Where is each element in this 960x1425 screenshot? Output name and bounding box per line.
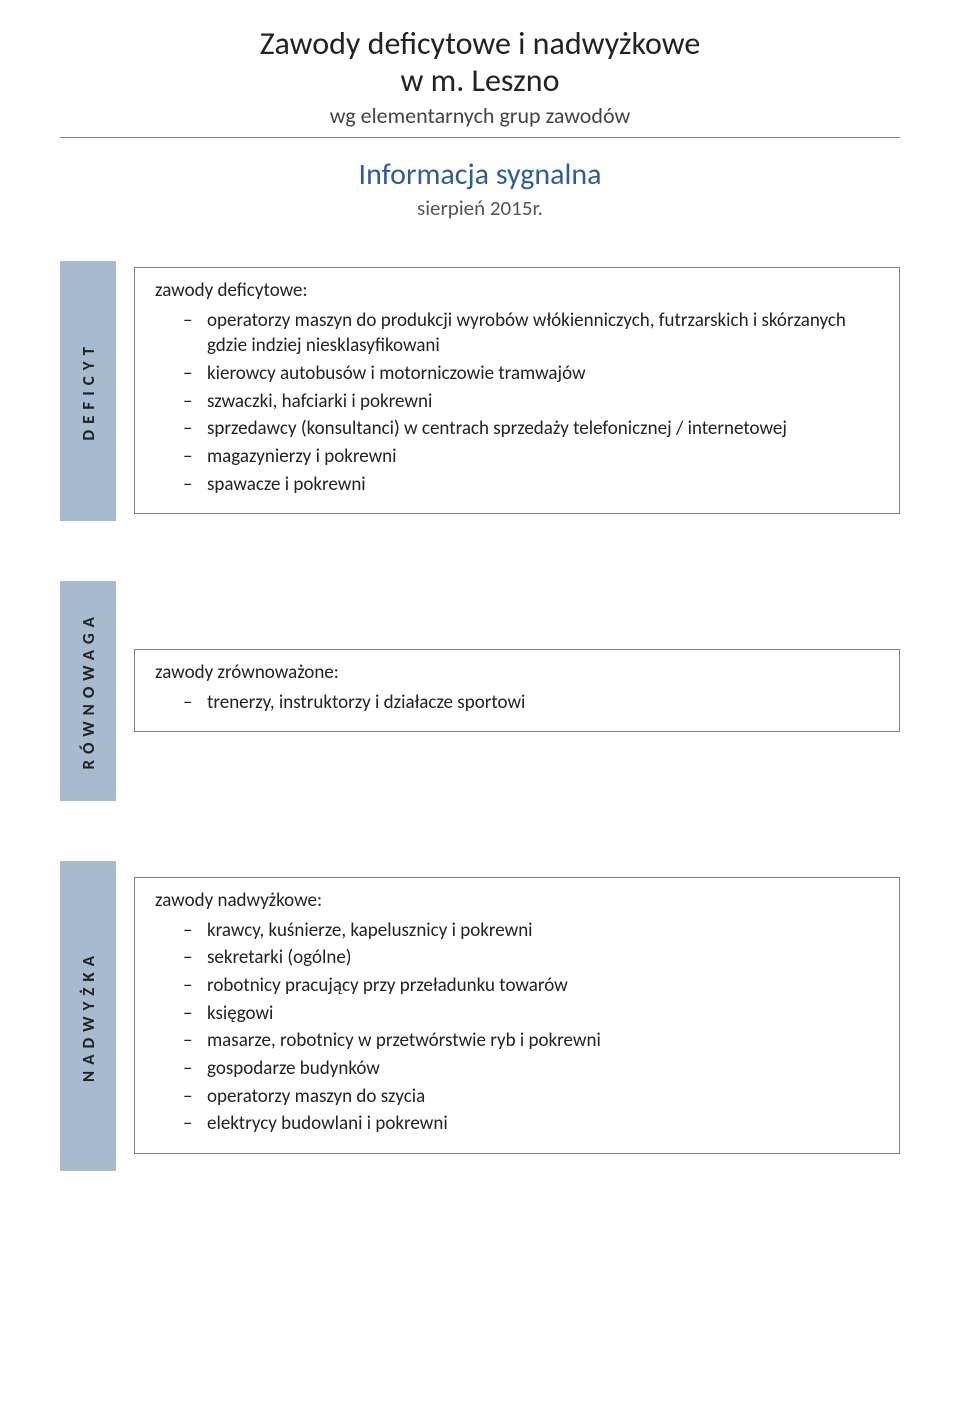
tab-label-surplus: NADWYŻKA bbox=[78, 950, 99, 1082]
signal-block: Informacja sygnalna sierpień 2015r. bbox=[60, 156, 900, 221]
horizontal-rule bbox=[60, 137, 900, 138]
list-item: spawacze i pokrewni bbox=[183, 472, 879, 498]
title-block: Zawody deficytowe i nadwyżkowe w m. Lesz… bbox=[60, 26, 900, 129]
tab-balance: RÓWNOWAGA bbox=[60, 581, 116, 801]
box-heading-deficit: zawody deficytowe: bbox=[155, 278, 879, 304]
content-box-balance: zawody zrównoważone: trenerzy, instrukto… bbox=[134, 649, 900, 732]
list-item: gospodarze budynków bbox=[183, 1056, 879, 1082]
box-heading-surplus: zawody nadwyżkowe: bbox=[155, 888, 879, 914]
list-item: operatorzy maszyn do szycia bbox=[183, 1084, 879, 1110]
page: Zawody deficytowe i nadwyżkowe w m. Lesz… bbox=[0, 0, 960, 1425]
box-heading-balance: zawody zrównoważone: bbox=[155, 660, 879, 686]
tab-label-deficit: DEFICYT bbox=[78, 341, 99, 441]
content-wrap-balance: zawody zrównoważone: trenerzy, instrukto… bbox=[116, 581, 900, 801]
page-subtitle: wg elementarnych grup zawodów bbox=[60, 102, 900, 129]
list-item: sekretarki (ogólne) bbox=[183, 945, 879, 971]
page-title-line2: w m. Leszno bbox=[60, 63, 900, 100]
list-item: sprzedawcy (konsultanci) w centrach sprz… bbox=[183, 416, 879, 442]
list-item: robotnicy pracujący przy przeładunku tow… bbox=[183, 973, 879, 999]
content-wrap-deficit: zawody deficytowe: operatorzy maszyn do … bbox=[116, 261, 900, 521]
content-box-deficit: zawody deficytowe: operatorzy maszyn do … bbox=[134, 267, 900, 514]
list-item: kierowcy autobusów i motorniczowie tramw… bbox=[183, 361, 879, 387]
list-item: elektrycy budowlani i pokrewni bbox=[183, 1111, 879, 1137]
section-balance: RÓWNOWAGA zawody zrównoważone: trenerzy,… bbox=[60, 581, 900, 801]
list-item: magazynierzy i pokrewni bbox=[183, 444, 879, 470]
list-item: operatorzy maszyn do produkcji wyrobów w… bbox=[183, 308, 879, 359]
item-list-surplus: krawcy, kuśnierze, kapelusznicy i pokrew… bbox=[155, 918, 879, 1137]
list-item: szwaczki, hafciarki i pokrewni bbox=[183, 389, 879, 415]
item-list-balance: trenerzy, instruktorzy i działacze sport… bbox=[155, 690, 879, 716]
list-item: trenerzy, instruktorzy i działacze sport… bbox=[183, 690, 879, 716]
list-item: księgowi bbox=[183, 1001, 879, 1027]
section-surplus: NADWYŻKA zawody nadwyżkowe: krawcy, kuśn… bbox=[60, 861, 900, 1171]
tab-deficit: DEFICYT bbox=[60, 261, 116, 521]
tab-surplus: NADWYŻKA bbox=[60, 861, 116, 1171]
signal-title: Informacja sygnalna bbox=[60, 156, 900, 193]
list-item: krawcy, kuśnierze, kapelusznicy i pokrew… bbox=[183, 918, 879, 944]
list-item: masarze, robotnicy w przetwórstwie ryb i… bbox=[183, 1028, 879, 1054]
signal-date: sierpień 2015r. bbox=[60, 195, 900, 221]
content-box-surplus: zawody nadwyżkowe: krawcy, kuśnierze, ka… bbox=[134, 877, 900, 1154]
tab-label-balance: RÓWNOWAGA bbox=[78, 611, 99, 769]
section-deficit: DEFICYT zawody deficytowe: operatorzy ma… bbox=[60, 261, 900, 521]
content-wrap-surplus: zawody nadwyżkowe: krawcy, kuśnierze, ka… bbox=[116, 861, 900, 1171]
item-list-deficit: operatorzy maszyn do produkcji wyrobów w… bbox=[155, 308, 879, 497]
page-title-line1: Zawody deficytowe i nadwyżkowe bbox=[60, 26, 900, 63]
